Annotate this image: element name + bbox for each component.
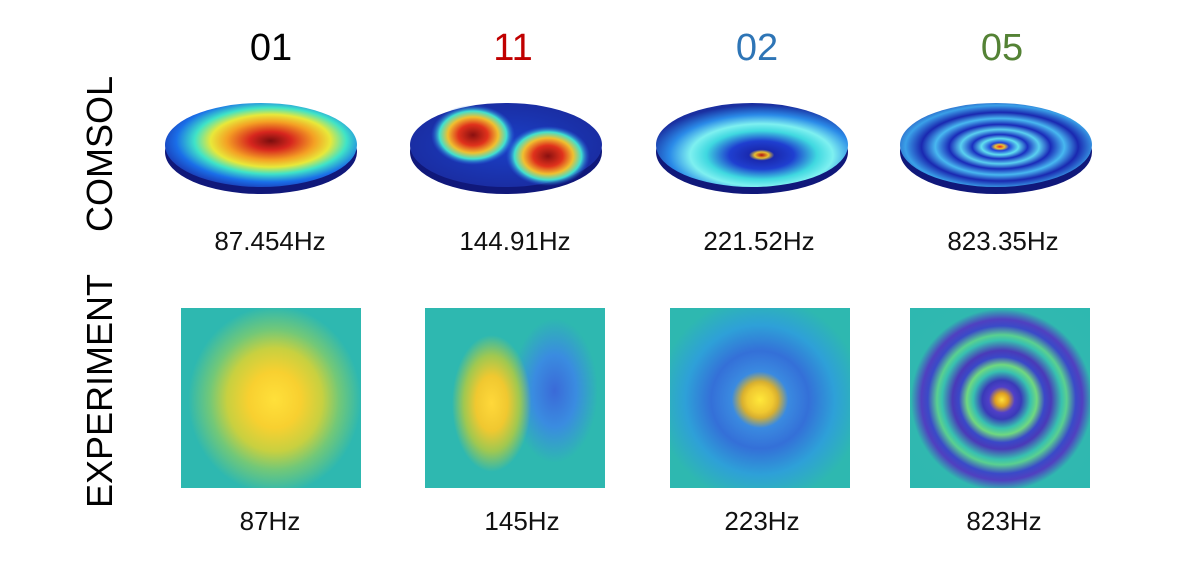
row-label-comsol: COMSOL	[79, 75, 120, 232]
experiment-freq-02: 223Hz	[724, 506, 800, 536]
comsol-disc-01	[165, 103, 357, 194]
experiment-panel-02	[670, 308, 850, 488]
comsol-disc-02	[656, 103, 848, 194]
comsol-disc-05	[900, 103, 1092, 194]
comsol-freq-11: 144.91Hz	[459, 226, 571, 256]
experiment-panel-11	[425, 308, 605, 488]
mode-label-05: 05	[980, 27, 1024, 69]
comsol-freq-01: 87.454Hz	[214, 226, 326, 256]
experiment-freq-11: 145Hz	[484, 506, 560, 536]
experiment-freq-01: 87Hz	[239, 506, 301, 536]
mode-label-01: 01	[249, 27, 293, 69]
experiment-panel-01	[181, 308, 361, 488]
comsol-freq-02: 221.52Hz	[703, 226, 815, 256]
experiment-panel-05	[910, 308, 1090, 488]
comsol-disc-11	[410, 103, 602, 194]
mode-label-11: 11	[493, 27, 533, 69]
experiment-freq-05: 823Hz	[966, 506, 1042, 536]
mode-label-02: 02	[735, 27, 779, 69]
row-label-experiment: EXPERIMENT	[79, 273, 120, 508]
comsol-freq-05: 823.35Hz	[947, 226, 1059, 256]
